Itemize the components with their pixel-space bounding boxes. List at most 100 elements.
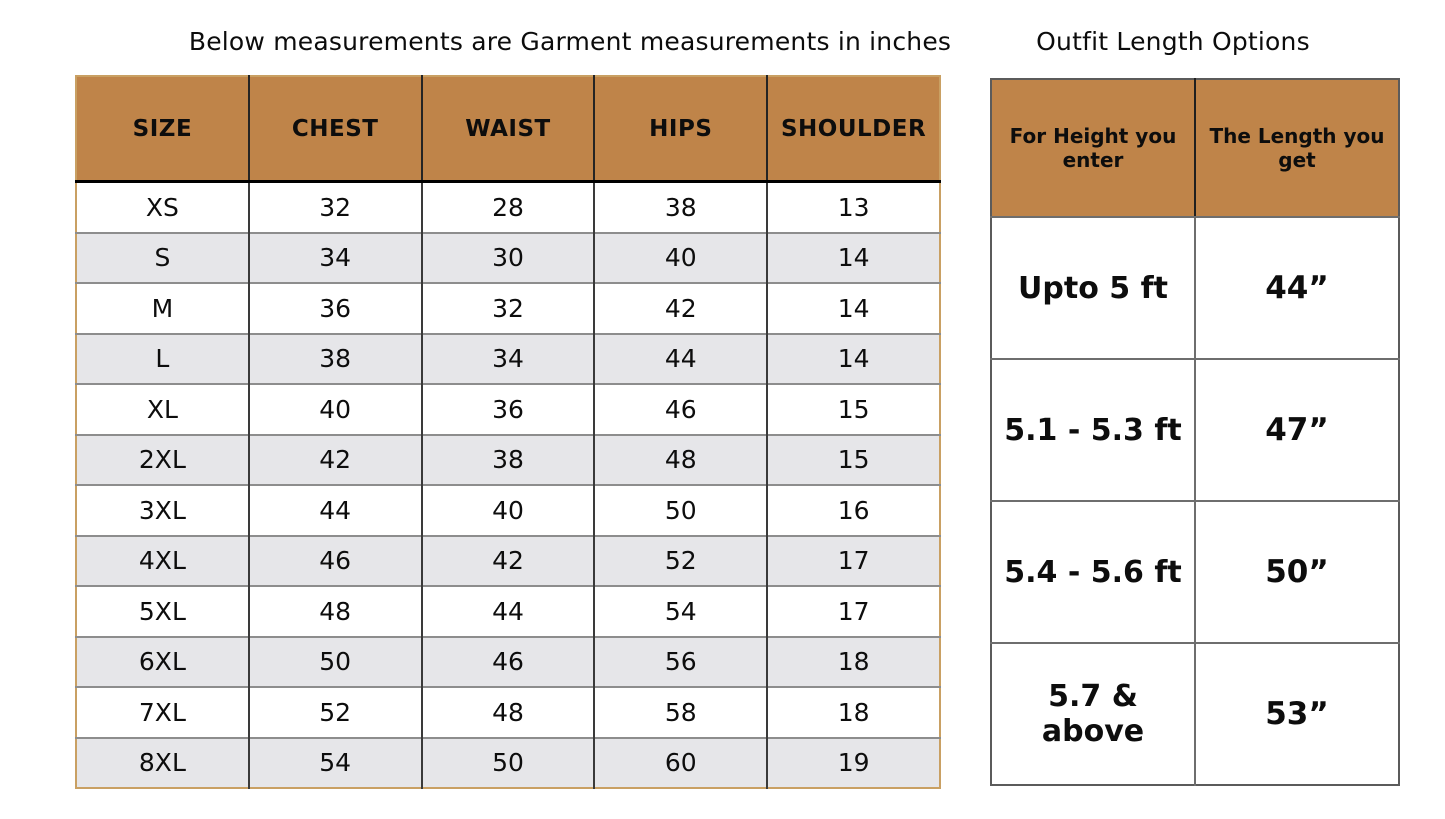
table-cell: 50 (247, 635, 422, 687)
table-cell: 40 (247, 383, 422, 435)
table-row: S 34 30 40 14 (76, 231, 940, 283)
table-cell: 54 (593, 585, 768, 637)
table-cell: 46 (420, 635, 595, 687)
table-cell: 38 (420, 433, 595, 485)
table-cell: 34 (247, 231, 422, 283)
table-cell: 32 (420, 282, 595, 334)
table-row: 7XL 52 48 58 18 (76, 686, 940, 738)
table-cell: 46 (247, 534, 422, 586)
table-row: Upto 5 ft 44” (991, 217, 1399, 359)
table-row: 4XL 46 42 52 17 (76, 534, 940, 586)
table-cell: 14 (766, 332, 940, 384)
table-cell: 3XL (76, 484, 249, 536)
table-cell: 50” (1194, 500, 1399, 643)
column-header: HIPS (593, 75, 768, 183)
table-cell: 52 (593, 534, 768, 586)
table-cell: 13 (766, 181, 940, 233)
table-cell: L (76, 332, 249, 384)
table-row: 5.4 - 5.6 ft 50” (991, 500, 1399, 643)
table-cell: 42 (247, 433, 422, 485)
table-cell: 17 (766, 534, 940, 586)
table-row: 5XL 48 44 54 17 (76, 585, 940, 637)
header-row: For Height you enter The Length you get (991, 79, 1399, 218)
table-row: L 38 34 44 14 (76, 332, 940, 384)
column-header: SHOULDER (766, 75, 940, 183)
table-cell: 19 (766, 736, 940, 788)
table-cell: 50 (420, 736, 595, 788)
table-cell: 44 (247, 484, 422, 536)
table-row: XS 32 28 38 13 (76, 181, 940, 233)
table-cell: 14 (766, 231, 940, 283)
table-cell: 42 (420, 534, 595, 586)
table-cell: 36 (247, 282, 422, 334)
table-cell: 16 (766, 484, 940, 536)
header-row: SIZE CHEST WAIST HIPS SHOULDER (76, 75, 940, 183)
table-row: 5.1 - 5.3 ft 47” (991, 358, 1399, 501)
table-cell: 58 (593, 686, 768, 738)
table-cell: 32 (247, 181, 422, 233)
table-cell: 15 (766, 383, 940, 435)
column-header: WAIST (420, 75, 595, 183)
table-cell: 5.4 - 5.6 ft (991, 500, 1195, 643)
table-cell: XS (145, 192, 179, 222)
table-cell: 30 (420, 231, 595, 283)
table-body: Upto 5 ft 44” 5.1 - 5.3 ft 47” 5.4 - 5.6 ft 5… (991, 217, 1399, 785)
table-cell: S (76, 231, 249, 283)
outfit-length-title: Outfit Length Options (1036, 27, 1310, 56)
table-row: XL 40 36 46 15 (76, 383, 940, 435)
table-cell: 60 (593, 736, 768, 788)
table-cell: 44” (1194, 217, 1399, 359)
table-cell: 44 (420, 585, 595, 637)
table-cell: 18 (766, 635, 940, 687)
table-cell: 40 (420, 484, 595, 536)
column-header: For Height you enter (991, 79, 1195, 218)
table-cell: 52 (247, 686, 422, 738)
table-row: 8XL 54 50 60 19 (76, 736, 940, 788)
table-cell: 2XL (76, 433, 249, 485)
outfit-length-table: For Height you enter The Length you get U… (990, 78, 1400, 786)
table-cell: 53” (1194, 642, 1399, 785)
table-row: 5.7 & above 53” (991, 642, 1399, 785)
table-cell: XL (76, 383, 249, 435)
table-cell: 14 (766, 282, 940, 334)
table-cell: 17 (766, 585, 940, 637)
garment-measurements-table: SIZE CHEST WAIST HIPS SHOULDER XS 32 28 38 13 S 34… (75, 75, 941, 789)
table-cell: 38 (247, 332, 422, 384)
table-cell: 50 (593, 484, 768, 536)
table-cell: 42 (593, 282, 768, 334)
table-cell: 54 (247, 736, 422, 788)
table-cell: 47” (1194, 358, 1399, 501)
table-cell: 48 (420, 686, 595, 738)
table-cell: 8XL (76, 736, 249, 788)
table-row: M 36 32 42 14 (76, 282, 940, 334)
table-cell: 4XL (76, 534, 249, 586)
table-body: XS 32 28 38 13 S 34 30 40 14 M 36 32 42 14 L 38 34 44 14 XL 4… (76, 181, 940, 788)
table-cell: 15 (766, 433, 940, 485)
table-cell: 46 (593, 383, 768, 435)
table-row: 3XL 44 40 50 16 (76, 484, 940, 536)
table-cell: 38 (593, 181, 768, 233)
table-cell: 40 (593, 231, 768, 283)
table-cell: 6XL (76, 635, 249, 687)
table-cell: 5XL (76, 585, 249, 637)
column-header: CHEST (247, 75, 422, 183)
table-cell: 34 (420, 332, 595, 384)
table-cell: 5.1 - 5.3 ft (991, 358, 1195, 501)
column-header: The Length you get (1194, 79, 1399, 218)
table-cell: 48 (593, 433, 768, 485)
table-cell: 44 (593, 332, 768, 384)
table-cell: 18 (766, 686, 940, 738)
table-cell: 5.7 & above (991, 642, 1195, 785)
column-header: SIZE (76, 75, 249, 183)
table-cell: 48 (247, 585, 422, 637)
table-cell: M (76, 282, 249, 334)
table-cell: 7XL (76, 686, 249, 738)
table-row: 6XL 50 46 56 18 (76, 635, 940, 687)
garment-measurements-title: Below measurements are Garment measureme… (188, 27, 952, 56)
table-cell: 56 (593, 635, 768, 687)
table-row: 2XL 42 38 48 15 (76, 433, 940, 485)
table-cell: Upto 5 ft (1018, 270, 1168, 306)
table-cell: 36 (420, 383, 595, 435)
table-cell: 28 (420, 181, 595, 233)
